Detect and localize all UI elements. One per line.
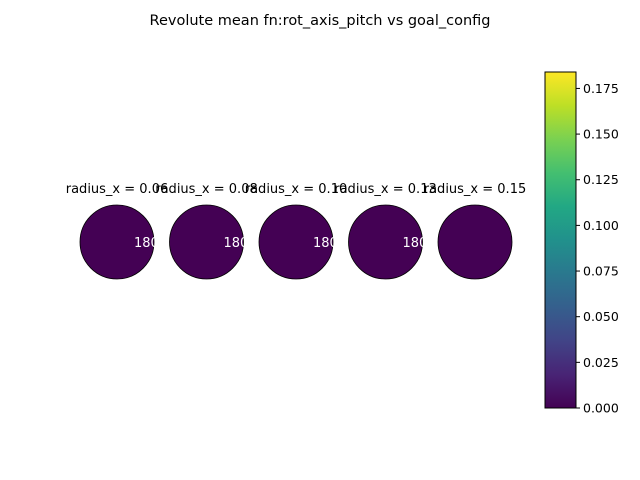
panel-circle-4 (348, 204, 423, 280)
panel-circle-1 (79, 204, 155, 280)
panel-label-3: radius_x = 0.10 (245, 182, 347, 197)
panel-label-1: radius_x = 0.06 (66, 182, 168, 197)
colorbar-tick-label-5: 0.125 (583, 172, 619, 187)
panel-label-2: radius_x = 0.08 (155, 182, 257, 197)
colorbar-tick-label-2: 0.050 (583, 309, 619, 324)
panel-annotation-3: 180 (313, 236, 338, 251)
panel-circle-2 (169, 204, 244, 280)
colorbar-tick-label-4: 0.100 (583, 218, 619, 233)
colorbar: 0.000 0.025 0.050 0.075 0.100 0.125 0.150 0.175 (544, 71, 619, 416)
colorbar-tick-label-7: 0.175 (583, 81, 619, 96)
panel-annotation-2: 180 (224, 236, 249, 251)
colorbar-frame (544, 71, 577, 409)
colorbar-tick-label-3: 0.075 (583, 264, 619, 279)
colorbar-ticks: 0.000 0.025 0.050 0.075 0.100 0.125 0.150 0.175 (576, 81, 619, 416)
colorbar-gradient (545, 72, 576, 408)
colorbar-tick-label-6: 0.150 (583, 127, 619, 142)
panel-circle-3 (258, 204, 334, 280)
panel-annotation-4: 180 (403, 236, 428, 251)
colorbar-tick-label-0: 0.000 (583, 401, 619, 416)
panel-label-4: radius_x = 0.13 (334, 182, 436, 197)
panels: radius_x = 0.06 180 radius_x = 0.08 180 radi… (66, 182, 526, 280)
panel-circle-5 (437, 204, 513, 280)
panel-annotation-1: 180 (134, 236, 159, 251)
panel-label-5: radius_x = 0.15 (424, 182, 526, 197)
colorbar-tick-label-1: 0.025 (583, 355, 619, 370)
chart-title: Revolute mean fn:rot_axis_pitch vs goal_… (150, 13, 491, 29)
